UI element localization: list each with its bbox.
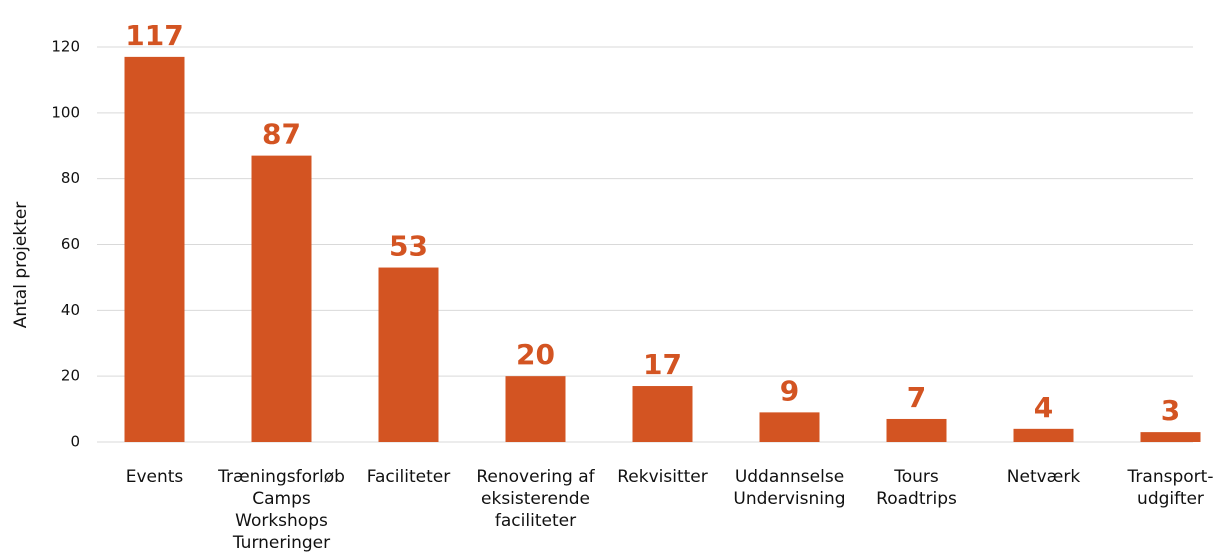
bar bbox=[124, 56, 185, 442]
bar bbox=[251, 155, 312, 442]
y-tick-label: 100 bbox=[51, 103, 80, 121]
x-tick-label-line: Roadtrips bbox=[876, 489, 957, 509]
value-label: 3 bbox=[1161, 394, 1180, 427]
value-label: 9 bbox=[780, 374, 799, 407]
bar bbox=[378, 267, 439, 442]
value-label: 53 bbox=[389, 230, 428, 263]
value-label: 7 bbox=[907, 381, 926, 414]
x-tick-label-line: Renovering af bbox=[476, 467, 595, 487]
x-tick-label-line: Netværk bbox=[1007, 467, 1081, 487]
x-tick-label-line: eksisterende bbox=[481, 489, 590, 509]
x-tick-label-line: Workshops bbox=[235, 511, 328, 531]
x-tick-label: Uddannselse Undervisning bbox=[733, 467, 845, 509]
x-tick-label-line: Rekvisitter bbox=[617, 467, 708, 487]
value-label: 117 bbox=[125, 19, 183, 52]
bar bbox=[505, 376, 566, 442]
y-tick-label: 40 bbox=[61, 301, 80, 319]
value-label: 87 bbox=[262, 118, 301, 151]
bar bbox=[1140, 432, 1201, 442]
y-tick-label: 80 bbox=[61, 169, 80, 187]
y-axis-label: Antal projekter bbox=[11, 202, 31, 329]
y-tick-label: 0 bbox=[70, 433, 80, 451]
y-tick-label: 20 bbox=[61, 367, 80, 385]
x-tick-label: Træningsforløb Camps Workshops Turneringer bbox=[217, 467, 345, 552]
value-label: 4 bbox=[1034, 391, 1053, 424]
x-tick-label: Tours Roadtrips bbox=[876, 467, 957, 509]
x-tick-label-line: Træningsforløb bbox=[217, 467, 345, 487]
bar bbox=[1013, 428, 1074, 442]
x-tick-label-line: Transport- bbox=[1127, 467, 1213, 487]
x-tick-label: Netværk bbox=[1007, 467, 1081, 487]
x-tick-label: Events bbox=[126, 467, 184, 487]
x-tick-label-line: Camps bbox=[252, 489, 311, 509]
y-tick-label: 120 bbox=[51, 38, 80, 56]
x-tick-label-line: faciliteter bbox=[495, 511, 576, 531]
x-tick-label: Renovering af eksisterende faciliteter bbox=[476, 467, 595, 531]
bar bbox=[759, 412, 820, 442]
x-tick-label: Transport-udgifter bbox=[1127, 467, 1213, 509]
x-tick-label-line: udgifter bbox=[1137, 489, 1204, 509]
x-tick-label-line: Undervisning bbox=[733, 489, 845, 509]
x-tick-label-line: Uddannselse bbox=[735, 467, 844, 487]
x-tick-label: Faciliteter bbox=[367, 467, 450, 487]
x-tick-label: Rekvisitter bbox=[617, 467, 708, 487]
bar bbox=[886, 418, 947, 442]
value-label: 17 bbox=[643, 348, 682, 381]
x-tick-label-line: Faciliteter bbox=[367, 467, 450, 487]
value-label: 20 bbox=[516, 338, 555, 371]
x-tick-label-line: Tours bbox=[893, 467, 939, 487]
x-tick-label-line: Events bbox=[126, 467, 184, 487]
y-tick-label: 60 bbox=[61, 235, 80, 253]
x-tick-label-line: Turneringer bbox=[232, 533, 330, 552]
bar bbox=[632, 386, 693, 442]
